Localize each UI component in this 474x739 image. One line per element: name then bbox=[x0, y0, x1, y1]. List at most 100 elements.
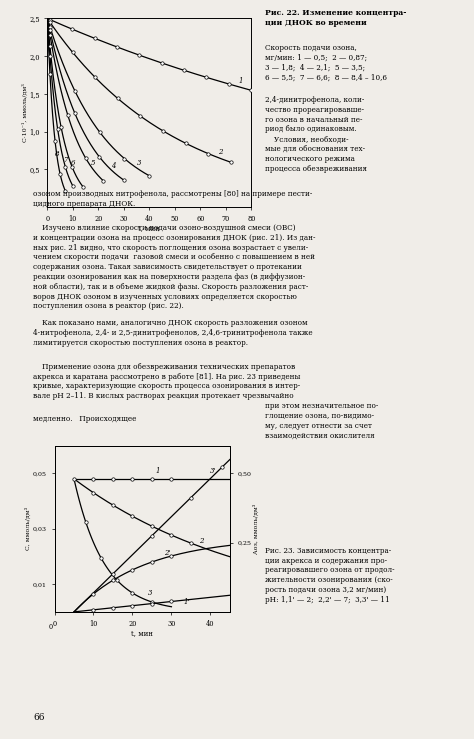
Point bbox=[46, 16, 54, 28]
Point bbox=[114, 92, 121, 104]
Point bbox=[46, 21, 54, 33]
Point bbox=[168, 550, 175, 562]
Point bbox=[70, 473, 78, 485]
Point bbox=[182, 137, 190, 149]
Point bbox=[109, 568, 117, 579]
Text: 3: 3 bbox=[148, 589, 153, 597]
Point bbox=[98, 553, 105, 565]
Text: 1: 1 bbox=[239, 77, 243, 85]
Text: 2': 2' bbox=[164, 549, 170, 557]
X-axis label: t, мин: t, мин bbox=[131, 629, 153, 637]
Y-axis label: С, ммоль/дм³: С, ммоль/дм³ bbox=[25, 507, 31, 551]
Point bbox=[120, 174, 128, 186]
Point bbox=[109, 500, 117, 511]
Point bbox=[51, 135, 59, 147]
Text: 1: 1 bbox=[156, 467, 160, 475]
Point bbox=[227, 157, 235, 168]
Point bbox=[71, 85, 79, 97]
Text: 6: 6 bbox=[71, 159, 75, 166]
Point bbox=[90, 473, 97, 485]
Point bbox=[247, 84, 255, 96]
Point bbox=[69, 47, 76, 58]
Point bbox=[148, 530, 156, 542]
Point bbox=[128, 587, 136, 599]
Point bbox=[62, 160, 69, 172]
Point bbox=[187, 491, 195, 503]
Point bbox=[90, 588, 97, 600]
Point bbox=[159, 125, 167, 137]
Point bbox=[146, 170, 153, 182]
Point bbox=[91, 72, 99, 84]
Point bbox=[128, 564, 136, 576]
Point bbox=[219, 461, 226, 473]
Point bbox=[148, 598, 156, 610]
Point bbox=[46, 29, 54, 41]
Point bbox=[168, 596, 175, 607]
Text: 66: 66 bbox=[33, 713, 45, 722]
Point bbox=[100, 175, 107, 187]
Point bbox=[79, 181, 87, 193]
Text: 5: 5 bbox=[91, 160, 95, 167]
Point bbox=[148, 473, 156, 485]
Point bbox=[71, 107, 78, 119]
Point bbox=[68, 161, 76, 173]
Point bbox=[90, 604, 97, 616]
Point bbox=[203, 72, 210, 84]
Point bbox=[109, 574, 117, 586]
Point bbox=[113, 41, 121, 53]
Point bbox=[82, 516, 90, 528]
Point bbox=[168, 529, 175, 541]
Text: 2,4-динитрофенола, коли-
чество прореагировавше-
го озона в начальный пе-
риод б: 2,4-динитрофенола, коли- чество прореаги… bbox=[265, 96, 367, 173]
Point bbox=[180, 64, 188, 76]
Point bbox=[62, 185, 69, 197]
Text: Скорость подачи озона,
мг/мин: 1 — 0,5;  2 — 0,87;
3 — 1,8;  4 — 2,1;  5 — 3,5;
: Скорость подачи озона, мг/мин: 1 — 0,5; … bbox=[265, 44, 387, 82]
Text: Рис. 23. Зависимость концентра-
ции акрекса и содержания про-
реагировавшего озо: Рис. 23. Зависимость концентра- ции акре… bbox=[265, 547, 395, 604]
Text: 8: 8 bbox=[55, 150, 60, 158]
Point bbox=[113, 574, 121, 586]
Point bbox=[46, 50, 54, 61]
Point bbox=[128, 600, 136, 612]
Point bbox=[46, 14, 54, 26]
Y-axis label: С·10⁻¹, ммоль/дм³: С·10⁻¹, ммоль/дм³ bbox=[22, 84, 28, 142]
Point bbox=[168, 473, 175, 485]
Point bbox=[46, 41, 54, 52]
Text: 4: 4 bbox=[111, 162, 116, 170]
Text: при этом незначительное по-
глощение озона, по-видимо-
му, следует отнести за сч: при этом незначительное по- глощение озо… bbox=[265, 402, 379, 440]
Point bbox=[136, 50, 143, 61]
Point bbox=[137, 110, 144, 122]
Point bbox=[148, 556, 156, 568]
Text: Рис. 22. Изменение концентра-
ции ДНОК во времени: Рис. 22. Изменение концентра- ции ДНОК в… bbox=[265, 9, 407, 27]
Point bbox=[69, 24, 76, 35]
Point bbox=[96, 126, 103, 138]
Point bbox=[204, 148, 212, 160]
Text: 0: 0 bbox=[48, 623, 53, 631]
Text: 1': 1' bbox=[183, 599, 190, 607]
Point bbox=[121, 153, 128, 165]
Text: Применение озона для обезвреживания технических препаратов
акрекса и каратана ра: Применение озона для обезвреживания техн… bbox=[33, 363, 301, 401]
Text: 3: 3 bbox=[137, 160, 141, 167]
Point bbox=[109, 602, 117, 613]
Point bbox=[148, 596, 156, 608]
Point bbox=[187, 537, 195, 549]
Text: Изучено влияние скорости подачи озоно-воздушной смеси (ОВС)
и концентрации озона: Изучено влияние скорости подачи озоно-во… bbox=[33, 224, 316, 310]
Text: 7: 7 bbox=[63, 156, 67, 164]
Point bbox=[91, 33, 99, 44]
Y-axis label: Аоз, ммоль/дм³: Аоз, ммоль/дм³ bbox=[253, 504, 259, 554]
Text: 2: 2 bbox=[199, 537, 203, 545]
Text: 3': 3' bbox=[210, 467, 217, 475]
Point bbox=[54, 123, 62, 134]
Point bbox=[69, 180, 77, 192]
Point bbox=[56, 168, 64, 180]
Point bbox=[225, 78, 233, 90]
Text: Как показано нами, аналогично ДНОК скорость разложения озоном
4-нитрофенола, 2,4: Как показано нами, аналогично ДНОК скоро… bbox=[33, 319, 313, 347]
Point bbox=[90, 487, 97, 499]
Point bbox=[109, 473, 117, 485]
Point bbox=[95, 151, 103, 163]
X-axis label: t, мин: t, мин bbox=[138, 224, 160, 232]
Point bbox=[128, 473, 136, 485]
Point bbox=[46, 68, 54, 80]
Point bbox=[148, 520, 156, 532]
Point bbox=[82, 152, 90, 164]
Point bbox=[128, 511, 136, 522]
Text: медленно.   Происходящее: медленно. Происходящее bbox=[33, 415, 137, 423]
